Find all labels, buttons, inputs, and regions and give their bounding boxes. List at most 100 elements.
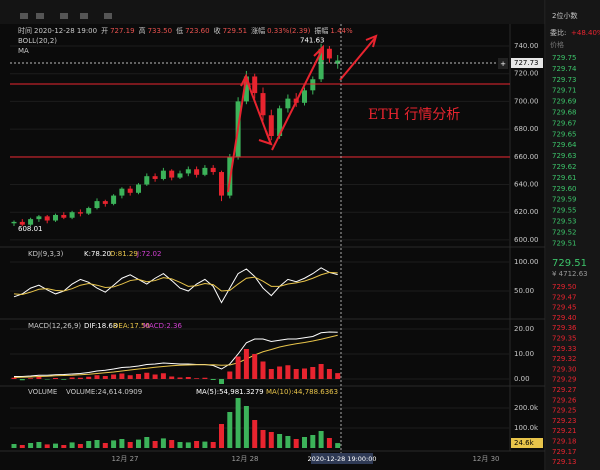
macd-bar <box>11 377 17 379</box>
macd-bar <box>326 369 332 379</box>
decimals-select[interactable]: 2位小数 <box>552 11 577 20</box>
volume-bar <box>202 441 208 448</box>
candle-body <box>285 98 291 109</box>
vol-value: VOLUME:24,614.0909 <box>66 388 142 396</box>
macd-bar <box>318 364 324 379</box>
candle-body <box>127 188 133 193</box>
macd-bar <box>310 367 316 379</box>
macd-bar <box>86 376 92 379</box>
candle-body <box>268 115 274 137</box>
bid-price: 729.29 <box>552 376 577 384</box>
add-button[interactable] <box>498 58 508 69</box>
bid-price: 729.13 <box>552 458 577 466</box>
volume-bar <box>144 437 150 448</box>
kdj-k: K:78.20 <box>84 250 111 258</box>
volume-bar <box>160 438 166 448</box>
axis-label: 0.00 <box>514 375 530 383</box>
ask-price: 729.71 <box>552 87 577 95</box>
cursor-time-box <box>311 453 373 464</box>
axis-label: 620.00 <box>514 208 539 216</box>
macd-bar <box>127 375 133 379</box>
ask-price: 729.65 <box>552 130 577 138</box>
macd-bar <box>61 379 67 380</box>
kdj-j: J:72.02 <box>136 250 161 258</box>
vol-last-label: 24.6k <box>514 439 535 447</box>
volume-bar <box>44 444 50 448</box>
axis-label: 660.00 <box>514 153 539 161</box>
volume-bar <box>243 406 249 448</box>
axis-label: 50.00 <box>514 287 534 295</box>
annotation: ETH 行情分析 <box>368 107 460 123</box>
bid-price: 729.40 <box>552 314 577 322</box>
last-price: 729.51 <box>552 258 587 269</box>
bid-price: 729.35 <box>552 335 577 343</box>
volume-bar <box>11 444 17 448</box>
axis-label: 600.00 <box>514 236 539 244</box>
cursor-time: 2020-12-28 19:00:00 <box>307 455 376 463</box>
ask-price: 729.64 <box>552 141 577 149</box>
ask-price: 729.74 <box>552 65 577 73</box>
time-label: 12月 28 <box>231 455 258 463</box>
indicator-line <box>13 334 338 378</box>
volume-bar <box>235 398 241 448</box>
bid-price: 729.33 <box>552 345 577 353</box>
candle-body <box>11 221 17 224</box>
candle-body <box>210 167 216 173</box>
bid-price: 729.30 <box>552 365 577 373</box>
candle-body <box>177 173 183 178</box>
info-label: 高 <box>139 26 146 35</box>
macd-bar <box>185 377 191 379</box>
info-value: 733.50 <box>148 27 173 35</box>
info-value: 729.51 <box>223 27 248 35</box>
candle-body <box>252 76 258 94</box>
time-label: 12月 30 <box>472 455 499 463</box>
vol-last-box <box>511 438 543 448</box>
volume-bar <box>119 439 125 448</box>
info-label: 涨幅 <box>251 26 265 35</box>
macd-bar <box>177 377 183 379</box>
volume-bar <box>61 445 67 448</box>
bid-price: 729.47 <box>552 293 577 301</box>
bid-price: 729.26 <box>552 396 577 404</box>
axis-label: 640.00 <box>514 181 539 189</box>
info-row: 时间 2020-12-28 19:00 开 727.19 高 733.50 低 723.60 收… <box>18 26 353 35</box>
axis-label: 680.00 <box>514 125 539 133</box>
candle-body <box>102 201 108 204</box>
candle-body <box>194 169 200 175</box>
macd-bar <box>260 361 266 379</box>
toolbar <box>0 0 545 24</box>
volume-bar <box>260 430 266 448</box>
candle-body <box>326 48 332 59</box>
volume-bar <box>302 437 307 448</box>
bid-price: 729.45 <box>552 304 577 312</box>
macd-bar <box>53 378 58 379</box>
axis-label: 100.00 <box>514 258 539 266</box>
macd-bar <box>102 376 108 379</box>
candle-body <box>61 214 67 218</box>
ask-price: 729.53 <box>552 218 577 226</box>
candle-body <box>335 60 341 64</box>
bid-price: 729.32 <box>552 355 577 363</box>
toolbar-icons <box>20 13 112 19</box>
panel-separators <box>0 24 545 452</box>
candle-body <box>53 214 58 221</box>
vol-ma10: MA(10):44,788.6363 <box>266 388 338 396</box>
ratio-label: 委比: <box>550 28 566 37</box>
candle-body <box>69 212 75 218</box>
axis-label: 10.00 <box>514 350 534 358</box>
sidebar <box>546 0 600 470</box>
macd-bar <box>152 374 158 379</box>
macd-bar <box>36 377 42 379</box>
info-label: 时间 <box>18 26 32 35</box>
info-value: 0.33%(2.39) <box>267 27 311 35</box>
macd-bar <box>202 377 208 379</box>
info-label: 振幅 <box>314 26 328 35</box>
volume-bar <box>335 443 341 448</box>
add-icon[interactable]: + <box>500 60 506 68</box>
macd-dif: DIF:18.68 <box>84 322 117 330</box>
volume-bar <box>36 442 42 448</box>
axis-label: 740.00 <box>514 42 539 50</box>
volume-bar <box>227 412 233 448</box>
candle-body <box>310 79 316 91</box>
